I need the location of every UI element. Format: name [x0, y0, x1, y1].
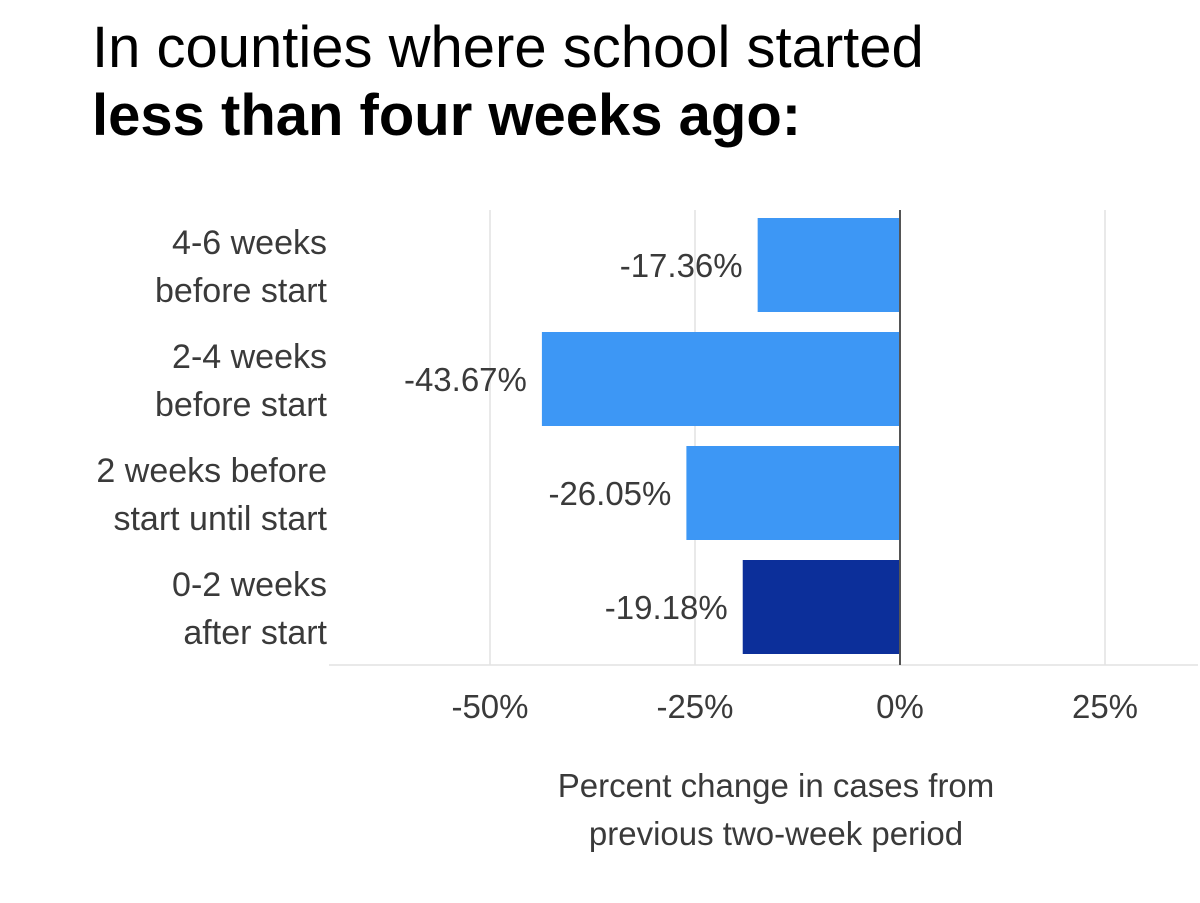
chart-title: In counties where school started less th…	[92, 14, 924, 150]
category-label: 2-4 weeks	[172, 338, 327, 376]
grid-layer	[329, 210, 1198, 666]
bar	[742, 560, 900, 654]
bar	[686, 446, 900, 540]
category-label: 0-2 weeks	[172, 566, 327, 604]
value-label: -43.67%	[404, 361, 527, 398]
category-label: before start	[155, 272, 328, 310]
category-label: start until start	[113, 500, 327, 538]
axis-layer: -50% -25% 0% 25% Percent change in cases fro…	[451, 210, 1138, 852]
x-tick-label: 0%	[876, 688, 924, 725]
x-axis-title: Percent change in cases from	[558, 767, 995, 804]
value-label: -19.18%	[605, 589, 728, 626]
category-label: before start	[155, 386, 328, 424]
x-axis-title: previous two-week period	[589, 815, 963, 852]
bar	[757, 218, 900, 312]
bar-layer	[541, 218, 900, 654]
label-layer: -17.36% 4-6 weeks before start -43.67% 2-4 w…	[96, 224, 742, 652]
x-tick-label: 25%	[1072, 688, 1138, 725]
chart-title-line-1: In counties where school started	[92, 15, 924, 80]
x-tick-label: -50%	[451, 688, 528, 725]
category-label: 4-6 weeks	[172, 224, 327, 262]
category-label: 2 weeks before	[96, 452, 327, 490]
value-label: -26.05%	[548, 475, 671, 512]
category-label: after start	[183, 614, 327, 652]
value-label: -17.36%	[620, 247, 743, 284]
chart-title-line-2: less than four weeks ago:	[92, 83, 802, 148]
bar	[541, 332, 900, 426]
x-tick-label: -25%	[656, 688, 733, 725]
